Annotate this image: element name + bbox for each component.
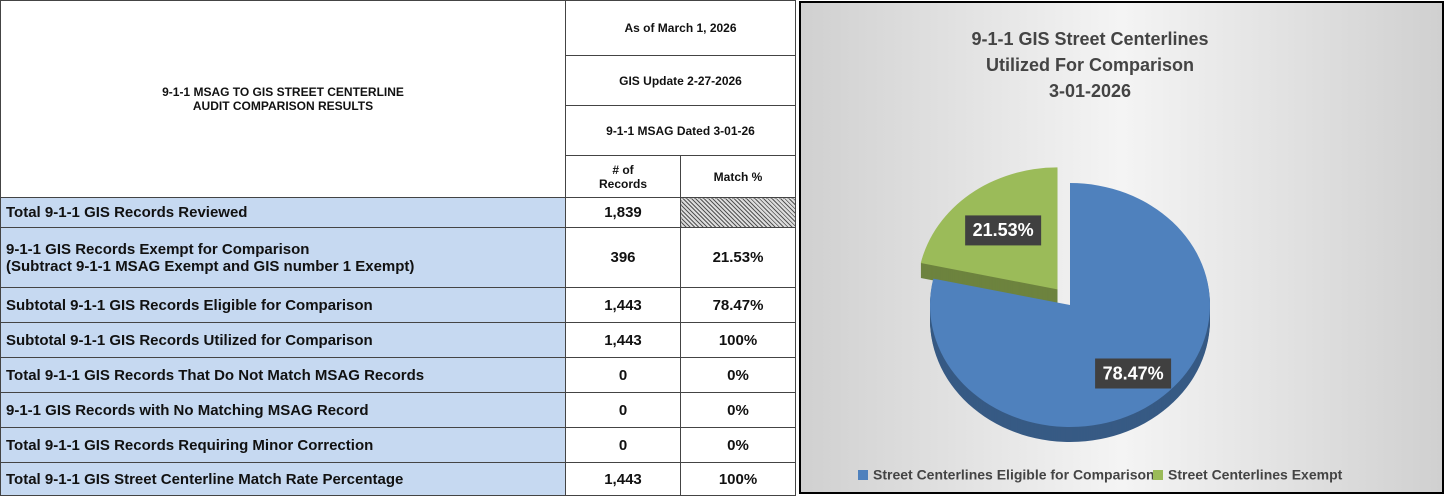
data-label-box <box>1095 358 1172 389</box>
row-label-line: Total 9-1-1 GIS Records Reviewed <box>6 204 248 221</box>
table-row: Subtotal 9-1-1 GIS Records Eligible for … <box>0 287 796 323</box>
match-cell: 100% <box>680 462 796 496</box>
gis-update: GIS Update 2-27-2026 <box>565 55 796 106</box>
column-header: Match % <box>680 155 796 198</box>
row-label: Subtotal 9-1-1 GIS Records Eligible for … <box>0 287 566 323</box>
records-cell: 1,443 <box>565 287 681 323</box>
table-row: Total 9-1-1 GIS Street Centerline Match … <box>0 462 796 496</box>
records-cell: 0 <box>565 427 681 463</box>
table-row: Total 9-1-1 GIS Records Reviewed 1,839 <box>0 197 796 228</box>
match-cell: 78.47% <box>680 287 796 323</box>
table-row: 9-1-1 GIS Records Exempt for Comparison(… <box>0 227 796 288</box>
row-label-line: Total 9-1-1 GIS Records That Do Not Matc… <box>6 366 425 384</box>
row-label-line: Total 9-1-1 GIS Records Requiring Minor … <box>6 436 374 454</box>
legend-label: Street Centerlines Eligible for Comparis… <box>873 467 1155 483</box>
records-cell: 0 <box>565 392 681 428</box>
legend-swatch <box>1153 470 1163 480</box>
chart-title: 3-01-2026 <box>1049 81 1131 101</box>
legend-label: Street Centerlines Exempt <box>1168 467 1343 483</box>
title-line: AUDIT COMPARISON RESULTS <box>192 99 374 113</box>
match-cell: 0% <box>680 392 796 428</box>
row-label: Total 9-1-1 GIS Records Reviewed <box>0 197 566 228</box>
records-cell: 1,443 <box>565 462 681 496</box>
hatched-cell <box>680 197 796 228</box>
data-label: 21.53% <box>973 220 1034 240</box>
match-cell: 21.53% <box>680 227 796 288</box>
chart-title: Utilized For Comparison <box>986 55 1194 75</box>
row-label-line: Total 9-1-1 GIS Street Centerline Match … <box>6 470 404 488</box>
records-cell: 1,443 <box>565 322 681 358</box>
row-label-line: Subtotal 9-1-1 GIS Records Utilized for … <box>6 331 373 349</box>
records-cell: 396 <box>565 227 681 288</box>
as-of: As of March 1, 2026 <box>565 0 796 56</box>
match-cell: 100% <box>680 322 796 358</box>
row-label-line: 9-1-1 GIS Records with No Matching MSAG … <box>6 401 369 419</box>
row-label: 9-1-1 GIS Records with No Matching MSAG … <box>0 392 566 428</box>
row-label: 9-1-1 GIS Records Exempt for Comparison(… <box>0 227 566 288</box>
table-row: 9-1-1 GIS Records with No Matching MSAG … <box>0 392 796 428</box>
msag-dated: 9-1-1 MSAG Dated 3-01-26 <box>565 105 796 156</box>
match-cell: 0% <box>680 427 796 463</box>
data-label-box <box>965 215 1042 246</box>
legend-swatch <box>858 470 868 480</box>
row-label-line: (Subtract 9-1-1 MSAG Exempt and GIS numb… <box>6 257 415 275</box>
title-line: 9-1-1 MSAG TO GIS STREET CENTERLINE <box>162 85 404 99</box>
audit-table: 9-1-1 MSAG TO GIS STREET CENTERLINE AUDI… <box>0 0 796 496</box>
column-header: # of Records <box>565 155 681 198</box>
data-label: 78.47% <box>1103 363 1164 383</box>
table-title: 9-1-1 MSAG TO GIS STREET CENTERLINE AUDI… <box>0 0 566 198</box>
column-header-text: # of Records <box>598 162 648 191</box>
row-label-line: Subtotal 9-1-1 GIS Records Eligible for … <box>6 296 373 314</box>
row-label-line: 9-1-1 GIS Records Exempt for Comparison <box>6 240 310 258</box>
chart-title: 9-1-1 GIS Street Centerlines <box>971 29 1208 49</box>
